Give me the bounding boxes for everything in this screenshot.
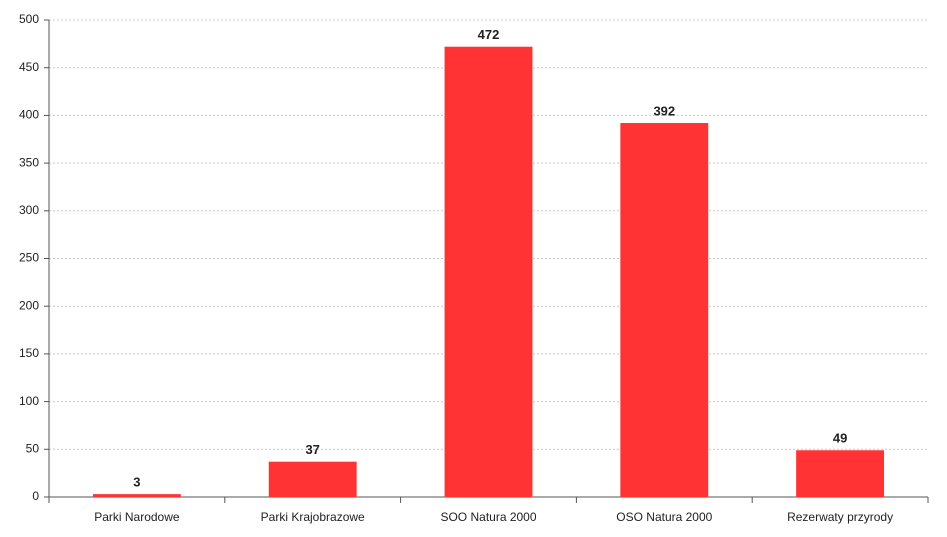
value-label: 392: [653, 103, 675, 118]
x-tick-label: OSO Natura 2000: [616, 510, 712, 524]
y-tick-label: 500: [19, 12, 39, 26]
bar: [620, 123, 709, 498]
bar: [92, 494, 181, 497]
value-label: 37: [305, 442, 319, 457]
y-tick-label: 200: [19, 298, 39, 312]
value-label: 3: [133, 475, 140, 490]
y-tick-label: 250: [19, 251, 39, 265]
x-tick-label: Parki Narodowe: [94, 510, 180, 524]
y-tick-label: 400: [19, 108, 39, 122]
y-tick-label: 150: [19, 346, 39, 360]
y-tick-label: 50: [26, 441, 40, 455]
x-tick-label: Parki Krajobrazowe: [261, 510, 365, 524]
bar: [444, 46, 533, 497]
bar: [796, 450, 885, 497]
bar: [268, 461, 357, 497]
y-tick-label: 300: [19, 203, 39, 217]
y-tick-label: 350: [19, 155, 39, 169]
y-tick-label: 450: [19, 60, 39, 74]
x-tick-label: Rezerwaty przyrody: [787, 510, 893, 524]
y-tick-label: 0: [32, 489, 39, 503]
y-tick-label: 100: [19, 394, 39, 408]
value-label: 49: [833, 431, 847, 446]
x-tick-label: SOO Natura 2000: [440, 510, 536, 524]
value-label: 472: [478, 27, 500, 42]
